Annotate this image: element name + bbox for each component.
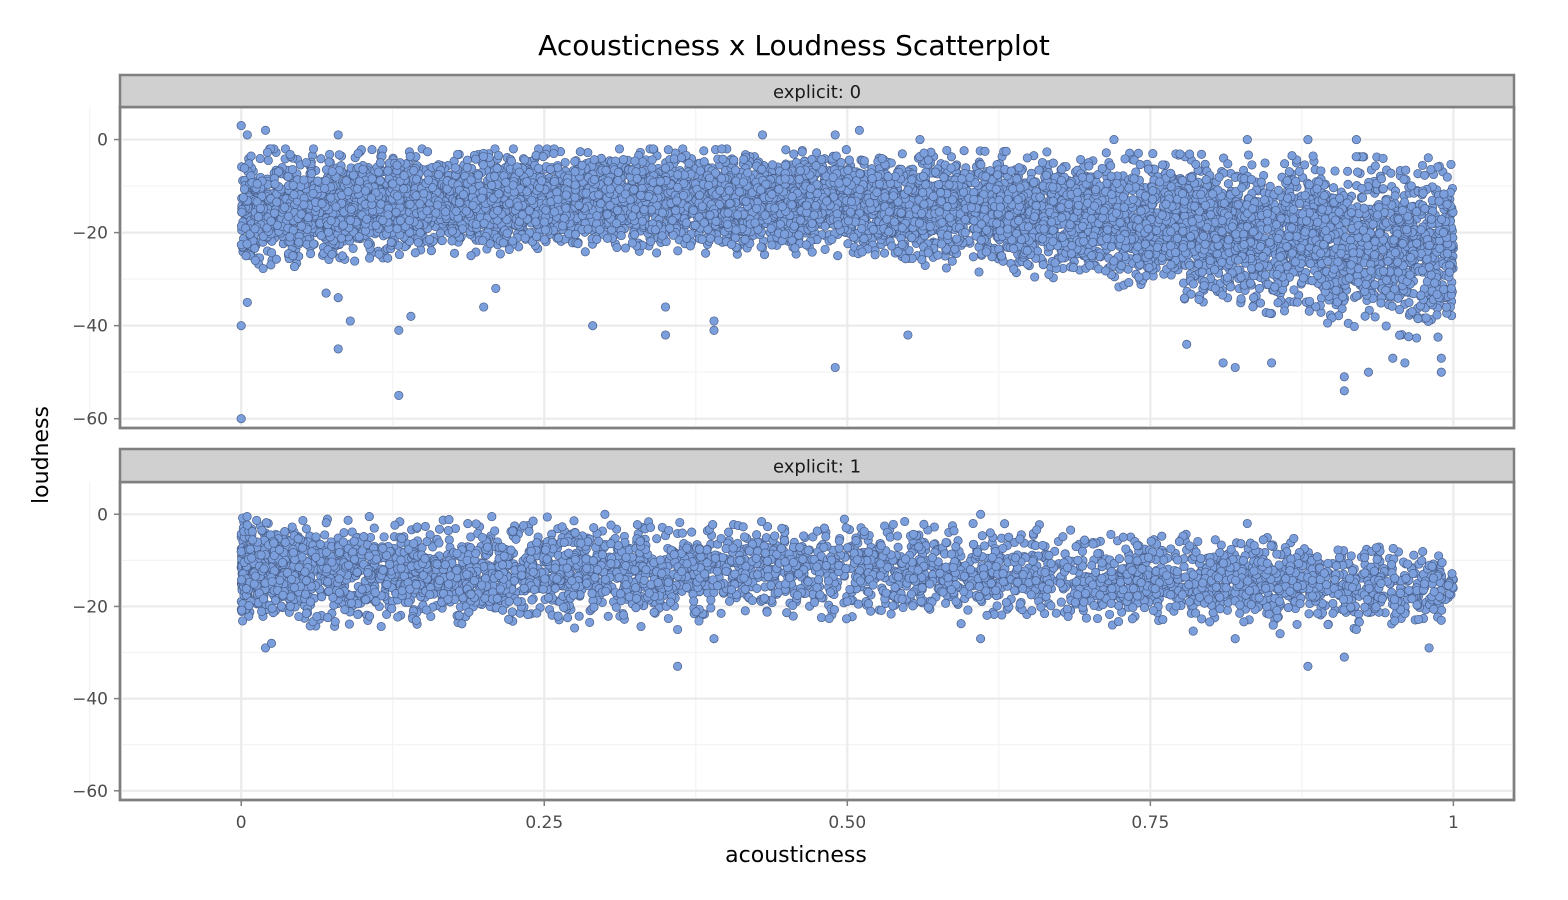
data-point	[316, 154, 326, 164]
data-point	[263, 155, 273, 166]
data-point	[1042, 147, 1052, 157]
x-axis-label: acousticness	[725, 843, 867, 868]
data-point	[1034, 165, 1044, 175]
data-point	[1243, 150, 1254, 160]
data-point	[1261, 270, 1271, 280]
data-point	[383, 253, 393, 263]
data-point	[1218, 290, 1228, 300]
data-point	[246, 151, 256, 161]
y-tick-label: −20	[72, 224, 108, 244]
y-tick-label: −40	[72, 317, 108, 337]
data-point	[941, 263, 951, 273]
data-point	[449, 248, 460, 258]
data-point	[1254, 262, 1264, 272]
data-point	[833, 251, 843, 261]
data-point	[652, 248, 662, 258]
data-point	[1376, 298, 1386, 308]
data-point	[699, 146, 709, 156]
data-point	[1330, 166, 1340, 176]
scatter-points	[236, 121, 1458, 424]
data-point	[897, 149, 907, 159]
data-point	[1442, 172, 1452, 182]
data-point	[1255, 298, 1266, 308]
data-point	[614, 144, 625, 154]
data-point	[560, 157, 570, 168]
data-point	[325, 149, 335, 159]
data-point	[1404, 297, 1414, 308]
data-point	[612, 242, 622, 253]
y-tick-label: 0	[97, 131, 108, 151]
data-point	[1076, 154, 1086, 165]
data-point	[575, 147, 585, 157]
data-point	[942, 145, 952, 155]
y-axis-label: loudness	[29, 406, 54, 504]
data-point	[1030, 272, 1040, 282]
data-point	[1316, 166, 1326, 176]
data-point	[1009, 264, 1019, 274]
data-point	[1210, 283, 1220, 293]
data-point	[1433, 332, 1443, 342]
data-point	[583, 148, 593, 158]
data-point	[1247, 263, 1257, 274]
data-point	[462, 163, 472, 173]
data-point	[663, 145, 673, 155]
data-point	[767, 160, 778, 170]
data-point	[1412, 333, 1422, 343]
data-point	[1022, 153, 1032, 163]
data-point	[602, 233, 612, 243]
data-point	[1284, 167, 1294, 177]
data-point	[508, 144, 518, 154]
data-point	[367, 145, 377, 155]
chart-title: Acousticness x Loudness Scatterplot	[538, 29, 1050, 62]
data-point	[673, 246, 683, 256]
data-point	[781, 145, 791, 155]
data-point	[701, 248, 711, 258]
data-point	[879, 248, 890, 258]
data-point	[1370, 312, 1380, 322]
data-point	[1349, 321, 1359, 332]
data-point	[1196, 149, 1207, 159]
data-point	[1101, 148, 1111, 158]
data-point	[1148, 149, 1158, 159]
data-point	[946, 152, 957, 162]
data-point	[1175, 149, 1185, 159]
data-point	[1381, 321, 1391, 331]
y-tick-label: −60	[72, 410, 108, 430]
data-point	[1249, 293, 1259, 303]
